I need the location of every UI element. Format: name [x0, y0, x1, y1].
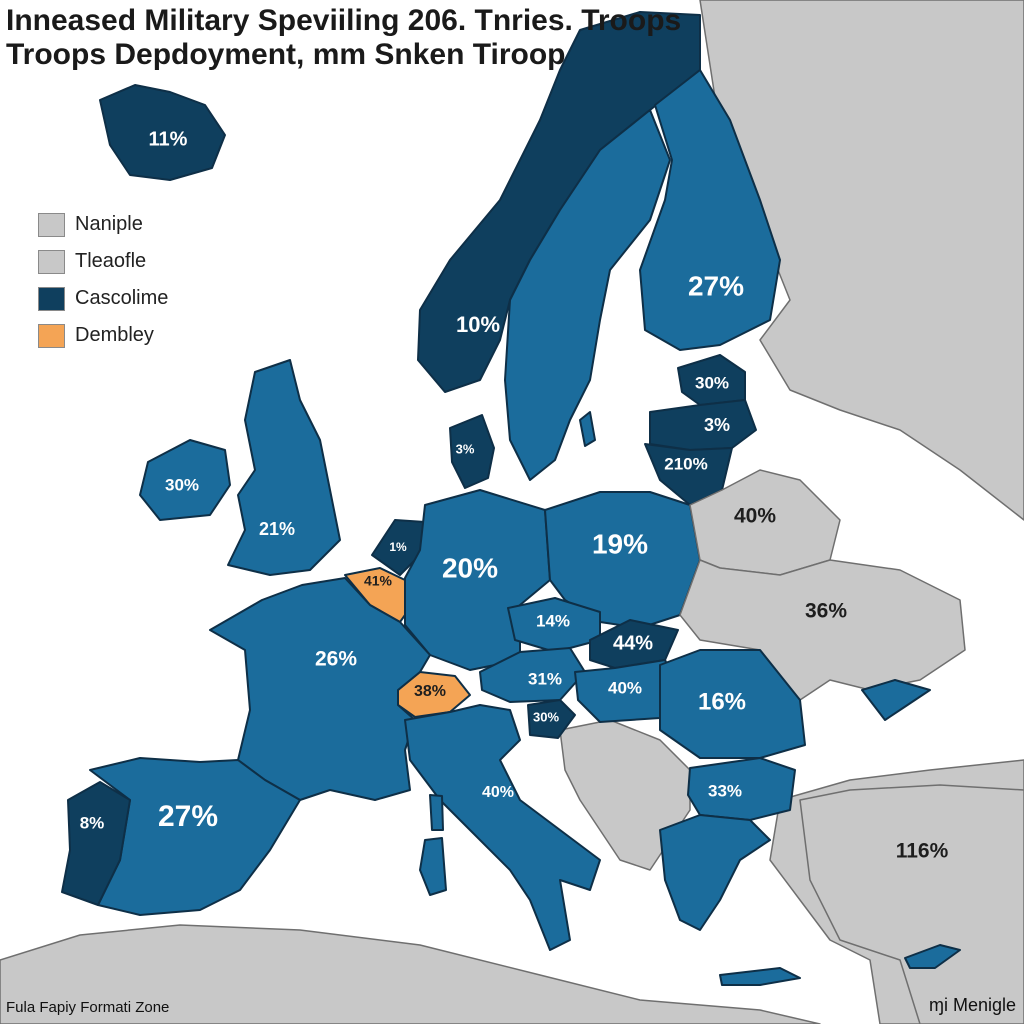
region-romania — [659, 649, 806, 759]
region-label-netherlands: 1% — [389, 540, 407, 554]
region-austria — [479, 647, 586, 703]
region-france — [209, 577, 431, 801]
crimea-peninsula — [861, 679, 931, 721]
region-label-ukraine: 36% — [805, 600, 847, 623]
crete-island — [719, 967, 801, 986]
legend-item-cascolime: Cascolime — [38, 280, 168, 317]
north-africa-landmass — [0, 924, 821, 1024]
region-label-turkey: 116% — [896, 840, 949, 863]
cyprus-island — [904, 944, 961, 969]
region-label-hungary: 40% — [608, 678, 642, 697]
region-bulgaria — [687, 757, 796, 821]
region-label-estonia: 30% — [695, 373, 729, 392]
footer-source-text: Fula Fapiy Formati Zone — [6, 999, 170, 1016]
region-uk — [227, 359, 341, 576]
region-denmark — [449, 414, 495, 489]
region-label-switzerland: 38% — [414, 683, 446, 700]
region-label-uk: 21% — [259, 519, 295, 539]
region-label-norway: 10% — [456, 312, 500, 337]
region-greece — [659, 814, 771, 931]
region-ukraine — [679, 559, 966, 701]
legend-item-naniple: Naniple — [38, 206, 168, 243]
legend-swatch — [38, 212, 65, 237]
legend-swatch — [38, 323, 65, 348]
region-sweden — [504, 109, 671, 481]
footer-credit-text: ɱi Menigle — [928, 995, 1016, 1015]
region-label-portugal: 8% — [80, 813, 105, 832]
map-title-line-1: Inneased Military Speviiling 206. Tnries… — [6, 4, 682, 37]
legend-item-dembley: Dembley — [38, 317, 168, 354]
legend-label: Dembley — [75, 324, 154, 346]
legend-label: Naniple — [75, 213, 143, 235]
region-label-slovakia: 44% — [613, 632, 653, 654]
region-label-lithuania: 210% — [664, 454, 707, 473]
legend-label: Cascolime — [75, 287, 169, 309]
region-label-belgium: 41% — [364, 573, 393, 589]
legend-item-tleaofle: Tleaofle — [38, 243, 168, 280]
gotland-island — [579, 411, 596, 447]
region-label-latvia: 3% — [704, 415, 730, 435]
region-portugal — [61, 781, 131, 906]
region-label-spain: 27% — [158, 800, 218, 833]
legend-swatch — [38, 249, 65, 274]
region-label-ireland: 30% — [165, 475, 199, 494]
region-iceland — [99, 84, 226, 181]
region-turkey — [799, 784, 1024, 1024]
map-legend: Naniple Tleaofle Cascolime Dembley — [38, 206, 168, 354]
region-label-czechia: 14% — [536, 611, 570, 630]
region-label-austria: 31% — [528, 669, 562, 688]
region-finland — [639, 69, 781, 351]
sardinia-island — [419, 837, 447, 896]
region-label-slovenia: 30% — [533, 709, 559, 724]
region-label-denmark: 3% — [456, 441, 475, 456]
region-ireland — [139, 439, 231, 521]
legend-label: Tleaofle — [75, 250, 147, 272]
balkans-landmass — [559, 719, 691, 871]
region-label-belarus: 40% — [734, 505, 776, 528]
map-title-line-2: Troops Depdoyment, mm Snken Tiroop — [6, 38, 566, 71]
corsica-island — [429, 794, 444, 831]
region-label-finland: 27% — [688, 270, 744, 301]
region-label-germany: 20% — [442, 552, 498, 583]
region-label-bulgaria: 33% — [708, 781, 742, 800]
region-label-italy: 40% — [482, 784, 514, 801]
region-label-france: 26% — [315, 648, 357, 671]
region-label-poland: 19% — [592, 528, 648, 559]
legend-swatch — [38, 286, 65, 311]
region-slovenia — [527, 699, 576, 739]
region-labels: 11% 10% 27% 30% 3% 210% 30% 21% 3% 1% 41% 20% 19% 40%… — [80, 128, 949, 862]
region-label-iceland: 11% — [149, 128, 188, 150]
region-label-romania: 16% — [698, 688, 746, 715]
region-italy — [404, 704, 601, 951]
